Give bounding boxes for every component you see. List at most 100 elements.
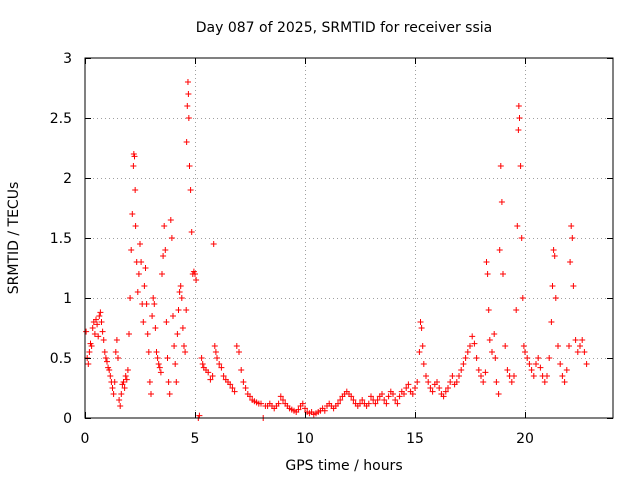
data-point	[350, 397, 357, 403]
data-point	[99, 328, 106, 335]
axis-ticks: 0 5 10 15 20 0 0.5 1 1.5 2 2.5 3	[50, 51, 613, 447]
x-tick-label: 0	[81, 431, 90, 447]
data-point	[497, 163, 504, 169]
data-point	[116, 397, 123, 403]
data-point	[478, 373, 484, 379]
data-point	[445, 385, 451, 391]
data-point	[449, 373, 456, 379]
data-point	[130, 163, 137, 169]
data-point	[186, 163, 193, 169]
data-point	[516, 115, 523, 121]
data-point	[98, 319, 105, 325]
data-point	[85, 361, 92, 367]
data-points	[83, 79, 590, 421]
data-point	[177, 283, 184, 289]
data-point	[492, 355, 499, 361]
y-tick-label: 2	[63, 171, 72, 187]
x-tick-label: 15	[406, 431, 424, 447]
data-point	[484, 271, 491, 277]
data-point	[515, 103, 522, 109]
data-point	[579, 337, 586, 343]
data-point	[167, 217, 174, 223]
data-point	[526, 361, 533, 367]
data-point	[149, 313, 156, 319]
data-point	[185, 91, 192, 97]
data-point	[187, 187, 194, 193]
data-point	[381, 397, 388, 403]
data-point	[567, 259, 574, 265]
data-point	[185, 115, 192, 121]
data-point	[368, 393, 374, 400]
data-point	[458, 367, 465, 373]
data-point	[348, 393, 355, 400]
y-tick-label: 1.5	[50, 231, 72, 247]
data-point	[566, 343, 572, 349]
data-point	[199, 361, 206, 367]
data-point	[93, 316, 99, 323]
data-point	[417, 319, 424, 325]
data-point	[483, 259, 490, 265]
data-point	[258, 400, 264, 407]
data-point	[496, 247, 503, 253]
data-point	[128, 247, 135, 253]
data-point	[146, 379, 153, 385]
data-point	[409, 391, 416, 397]
data-point	[152, 325, 159, 331]
data-point	[162, 247, 169, 253]
data-point	[111, 379, 118, 385]
data-point	[127, 295, 134, 301]
y-tick-label: 3	[63, 51, 72, 67]
data-point	[546, 355, 553, 361]
data-point	[419, 343, 426, 349]
data-point	[173, 379, 180, 385]
data-point	[142, 265, 149, 271]
data-point	[462, 355, 469, 361]
data-point	[229, 385, 236, 391]
data-point	[434, 379, 440, 385]
data-point	[394, 400, 401, 407]
data-point	[122, 373, 129, 379]
data-point	[220, 373, 227, 379]
data-point	[131, 153, 138, 160]
data-point	[117, 403, 124, 409]
data-point	[183, 139, 190, 145]
data-point	[141, 283, 148, 289]
data-point	[154, 355, 161, 361]
data-point	[137, 241, 143, 247]
data-point	[495, 391, 502, 397]
data-point	[563, 367, 570, 373]
data-point	[275, 400, 282, 407]
data-point	[425, 379, 432, 385]
data-point	[238, 367, 245, 373]
data-point	[211, 343, 218, 349]
data-point	[517, 163, 524, 169]
data-point	[500, 271, 506, 277]
data-point	[218, 364, 225, 371]
data-point	[88, 343, 95, 349]
data-point	[101, 349, 108, 355]
data-point	[242, 385, 249, 391]
data-point	[182, 349, 189, 355]
data-point	[157, 369, 164, 376]
data-point	[155, 361, 162, 367]
data-point	[118, 391, 125, 397]
x-tick-label: 20	[516, 431, 534, 447]
data-point	[95, 333, 102, 340]
data-point	[396, 393, 403, 400]
data-point	[129, 211, 136, 217]
x-tick-label: 5	[191, 431, 200, 447]
data-point	[405, 381, 412, 388]
data-point	[383, 400, 390, 407]
data-point	[390, 391, 396, 397]
data-point	[491, 331, 498, 337]
data-point	[502, 343, 509, 349]
data-point	[240, 379, 247, 385]
data-point	[144, 331, 151, 337]
data-point	[385, 393, 392, 400]
data-point	[504, 367, 511, 373]
data-point	[150, 295, 157, 301]
data-point	[456, 373, 462, 379]
data-point	[551, 253, 558, 259]
data-point	[392, 397, 399, 403]
